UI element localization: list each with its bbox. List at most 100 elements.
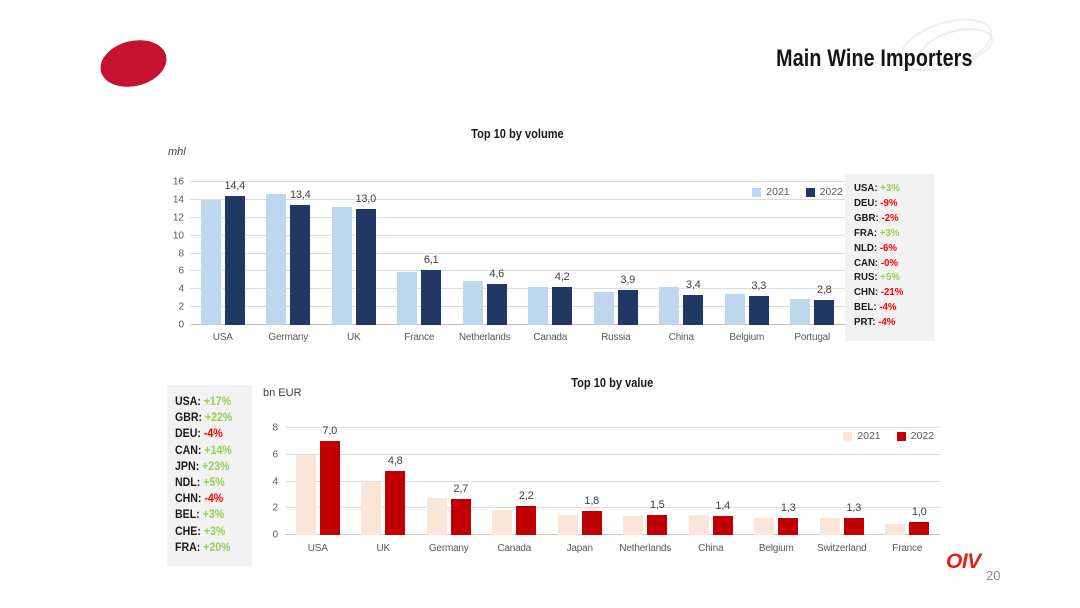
- bar-group: 3,3: [714, 182, 780, 325]
- category-label: Switzerland: [817, 543, 867, 554]
- bar-group: 1,3: [744, 428, 810, 535]
- bar-2021: [492, 509, 513, 535]
- bar-2021: [557, 514, 578, 535]
- bar-2021: [659, 286, 680, 325]
- bar-2021: [724, 293, 745, 325]
- legend-label: 2022: [910, 430, 934, 442]
- legend-item: 2022: [896, 430, 934, 442]
- panel-row: CAN: +14%: [175, 443, 246, 459]
- country-code: GBR:: [175, 412, 203, 425]
- bar-group: 13,0: [321, 182, 387, 325]
- page-title: Main Wine Importers: [776, 45, 973, 72]
- bar-2021: [528, 287, 549, 325]
- value-label: 1,5: [649, 498, 665, 511]
- bar-2022: 4,8: [385, 455, 406, 535]
- value-label: 1,4: [715, 500, 731, 513]
- axis-baseline: [190, 324, 845, 325]
- country-code: CHE:: [175, 525, 201, 538]
- bar-2022: 1,3: [843, 502, 864, 535]
- percent-change: -0%: [878, 256, 899, 269]
- legend-swatch-icon: [896, 431, 906, 441]
- gridline: [190, 216, 845, 218]
- percent-change: +5%: [200, 477, 225, 490]
- y-tick-label: 8: [272, 422, 278, 434]
- legend-label: 2021: [857, 430, 881, 442]
- volume-change-panel: USA: +3% DEU: -9% GBR: -2% FRA: +3% NLD: -6%…: [845, 174, 934, 341]
- percent-change: -2%: [878, 211, 899, 224]
- value-label: 7,0: [322, 425, 338, 438]
- panel-row: FRA: +20%: [175, 540, 246, 556]
- panel-row: GBR: +22%: [175, 410, 246, 426]
- bar-group: 3,9: [583, 182, 649, 325]
- bar-2021: [790, 299, 811, 325]
- category-label: Japan: [566, 543, 593, 554]
- panel-row: CAN: -0%: [854, 256, 928, 271]
- category-label: Belgium: [729, 332, 765, 343]
- oiv-logo: OIV: [946, 550, 981, 573]
- gridline: [285, 507, 940, 509]
- bar-group: 1,4: [678, 428, 744, 535]
- country-code: CAN:: [854, 256, 879, 269]
- value-label: 4,6: [489, 267, 505, 280]
- bar-2022: 4,2: [552, 271, 573, 325]
- y-tick-label: 2: [272, 502, 278, 514]
- value-label: 4,8: [387, 454, 403, 467]
- bar-2021: [593, 291, 614, 325]
- category-label: Russia: [601, 332, 631, 343]
- y-tick-label: 4: [178, 283, 184, 295]
- country-code: NLD:: [854, 241, 878, 254]
- legend: 2021 2022: [752, 186, 843, 198]
- value-label: 13,0: [355, 192, 377, 205]
- bar-2022: 13,0: [355, 193, 376, 325]
- y-tick-label: 4: [272, 476, 278, 487]
- bar-2021: [200, 199, 221, 325]
- legend-label: 2022: [819, 186, 843, 198]
- value-label: 14,4: [224, 180, 246, 193]
- country-code: FRA:: [175, 541, 201, 554]
- gridline: [285, 480, 940, 482]
- bar-2021: [623, 516, 644, 535]
- bar-2022: 7,0: [319, 425, 340, 535]
- legend-swatch-icon: [752, 187, 762, 197]
- page-number: 20: [986, 568, 1001, 583]
- value-label: 3,9: [620, 274, 636, 287]
- panel-row: USA: +17%: [175, 394, 246, 410]
- category-label: China: [698, 543, 724, 554]
- bar-2022: 6,1: [421, 254, 442, 325]
- x-axis: USA UK Germany Canada Japan Netherlands China B…: [285, 543, 940, 554]
- axis-baseline: [285, 534, 940, 535]
- panel-row: DEU: -4%: [175, 426, 246, 442]
- category-label: Netherlands: [619, 543, 672, 554]
- category-label: UK: [347, 332, 361, 343]
- bar-group: 4,6: [452, 182, 518, 325]
- y-tick-label: 16: [172, 176, 184, 188]
- value-label: 2,8: [816, 283, 832, 296]
- y-tick-label: 14: [172, 194, 184, 206]
- bar-2022: 1,0: [909, 506, 930, 535]
- value-label: 1,3: [846, 501, 862, 514]
- legend-swatch-icon: [805, 187, 815, 197]
- value-change-panel: USA: +17% GBR: +22% DEU: -4% CAN: +14% JPN: …: [167, 385, 252, 566]
- legend: 2021 2022: [843, 430, 934, 442]
- bar-2022: 2,7: [450, 483, 471, 535]
- y-tick-label: 10: [172, 230, 184, 242]
- category-label: Belgium: [758, 543, 794, 554]
- percent-change: -4%: [200, 428, 223, 441]
- gridline: [285, 453, 940, 455]
- bar-2022: 3,4: [683, 279, 704, 325]
- country-code: USA:: [175, 396, 201, 408]
- plot-area: 2021 2022 14,4 13,4 13,0 6,1 4,6 4,2 3,9 3,4 3,3 2…: [190, 180, 845, 325]
- bar-2021: [754, 517, 775, 535]
- legend-item: 2021: [843, 430, 881, 442]
- category-label: France: [404, 332, 435, 343]
- bar-2022: 3,3: [748, 280, 769, 325]
- bar-2022: 4,6: [486, 268, 507, 325]
- percent-change: +20%: [200, 541, 231, 554]
- bar-2022: 2,2: [516, 490, 537, 535]
- legend-swatch-icon: [843, 431, 853, 441]
- bar-group: 2,2: [482, 428, 548, 535]
- bar-2021: [688, 514, 709, 535]
- bar-2022: 14,4: [224, 180, 245, 325]
- panel-row: USA: +3%: [854, 181, 928, 196]
